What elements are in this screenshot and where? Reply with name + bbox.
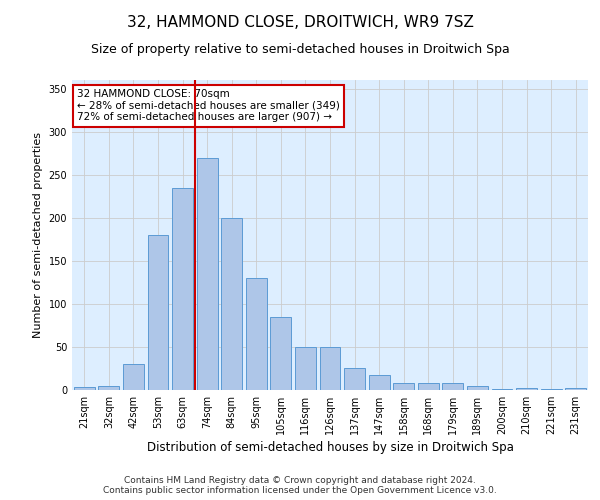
Text: Size of property relative to semi-detached houses in Droitwich Spa: Size of property relative to semi-detach… [91,42,509,56]
Bar [197,158,218,390]
Text: 32, HAMMOND CLOSE, DROITWICH, WR9 7SZ: 32, HAMMOND CLOSE, DROITWICH, WR9 7SZ [127,15,473,30]
Bar [442,383,463,390]
Text: 32 HAMMOND CLOSE: 70sqm
← 28% of semi-detached houses are smaller (349)
72% of s: 32 HAMMOND CLOSE: 70sqm ← 28% of semi-de… [77,90,340,122]
Bar [246,278,267,390]
Bar [565,388,586,390]
Bar [148,235,169,390]
Bar [172,188,193,390]
Bar [541,389,562,390]
Text: Contains HM Land Registry data © Crown copyright and database right 2024.
Contai: Contains HM Land Registry data © Crown c… [103,476,497,495]
Bar [467,386,488,390]
X-axis label: Distribution of semi-detached houses by size in Droitwich Spa: Distribution of semi-detached houses by … [146,441,514,454]
Bar [123,364,144,390]
Bar [320,347,340,390]
Bar [393,383,414,390]
Bar [98,386,119,390]
Bar [344,368,365,390]
Bar [491,389,512,390]
Bar [516,388,537,390]
Y-axis label: Number of semi-detached properties: Number of semi-detached properties [33,132,43,338]
Bar [368,374,389,390]
Bar [295,347,316,390]
Bar [221,218,242,390]
Bar [271,317,292,390]
Bar [74,388,95,390]
Bar [418,383,439,390]
